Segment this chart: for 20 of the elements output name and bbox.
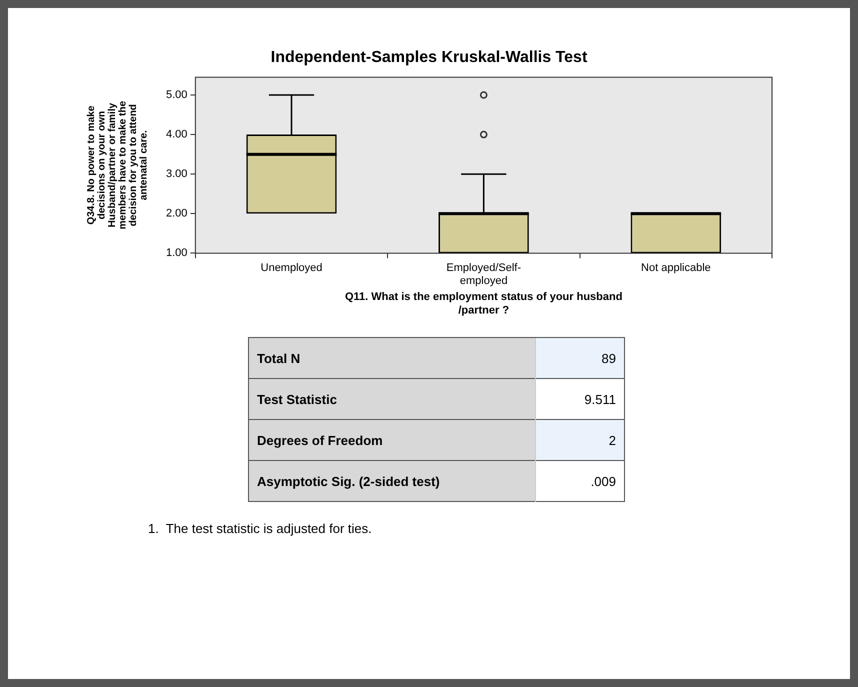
chart-title: Independent-Samples Kruskal-Wallis Test — [270, 49, 588, 66]
x-tick-label: Unemployed — [260, 262, 322, 274]
text: 1. The test statistic is adjusted for ties. — [148, 521, 372, 536]
text: .009 — [590, 474, 616, 488]
category-label: Degrees of Freedom — [248, 420, 536, 460]
category-label: Asymptotic Sig. (2-sided test) — [248, 460, 536, 502]
y-tick-label: 4.00 — [166, 128, 188, 141]
x-axis-title: Q11. What is the employment status of your husband /partner ? — [344, 291, 622, 316]
text: 89 — [602, 350, 616, 366]
x-tick-label: Employed/Self-employed — [446, 262, 522, 288]
y-tick-label: 5.00 — [166, 89, 188, 102]
category-label: Total N — [248, 338, 536, 378]
y-tick-label: 1.00 — [166, 247, 188, 260]
y-tick-label: 3.00 — [166, 168, 188, 180]
y-tick-label: 2.00 — [166, 208, 188, 220]
category-label: Test Statistic — [248, 378, 536, 420]
y-axis-title: Q34.8. No power to make decisions on your own Husband/partner or family members have to make the decision for you to attend antenatal care. — [86, 100, 150, 230]
text: 9.511 — [584, 392, 616, 406]
x-tick-label: Not applicable — [641, 262, 711, 274]
text: 2 — [608, 432, 616, 448]
